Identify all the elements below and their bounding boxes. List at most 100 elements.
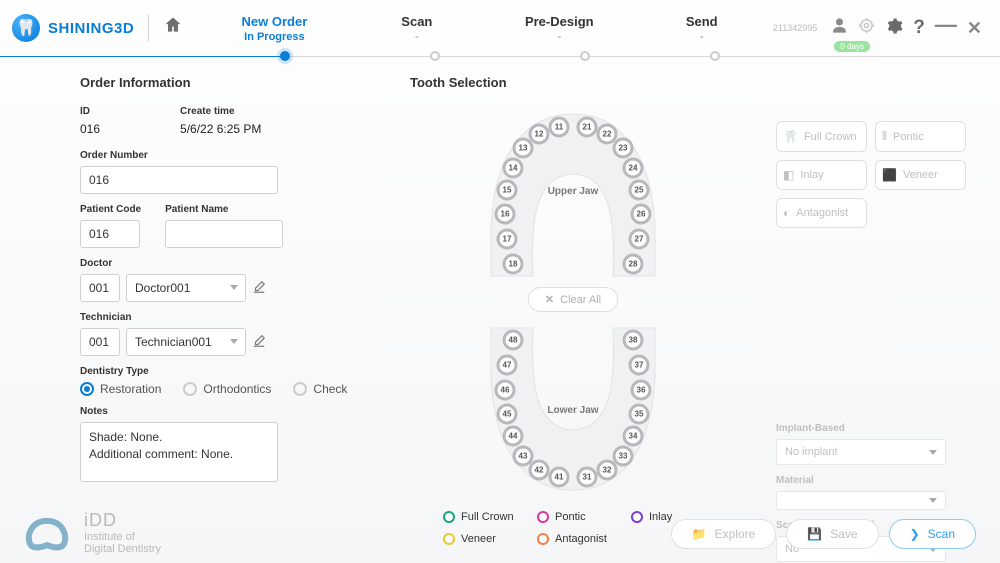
tech-code-input[interactable] bbox=[80, 328, 120, 356]
tooth-24[interactable]: 24 bbox=[624, 159, 642, 177]
tooth-23[interactable]: 23 bbox=[614, 139, 632, 157]
tooth-41[interactable]: 41 bbox=[550, 468, 568, 486]
tooth-14[interactable]: 14 bbox=[504, 159, 522, 177]
tooth-17[interactable]: 17 bbox=[498, 230, 516, 248]
home-icon[interactable] bbox=[163, 15, 183, 41]
step-predesign[interactable]: Pre-Design - bbox=[488, 14, 630, 43]
svg-text:38: 38 bbox=[629, 336, 638, 345]
tooth-31[interactable]: 31 bbox=[578, 468, 596, 486]
inlay-icon: ◧ bbox=[783, 168, 794, 182]
stepper: New Order In Progress Scan - Pre-Design … bbox=[203, 14, 773, 43]
svg-text:22: 22 bbox=[603, 130, 612, 139]
radio-restoration[interactable]: Restoration bbox=[80, 382, 161, 396]
tooth-48[interactable]: 48 bbox=[504, 331, 522, 349]
material-label: Material bbox=[776, 475, 976, 486]
step-send[interactable]: Send - bbox=[631, 14, 773, 43]
step-scan[interactable]: Scan - bbox=[346, 14, 488, 43]
implant-select[interactable]: No implant bbox=[776, 439, 946, 465]
patient-code-input[interactable] bbox=[80, 220, 140, 248]
tooth-47[interactable]: 47 bbox=[498, 356, 516, 374]
tooth-22[interactable]: 22 bbox=[598, 125, 616, 143]
svg-text:44: 44 bbox=[509, 432, 518, 441]
tooth-46[interactable]: 46 bbox=[496, 381, 514, 399]
id-value: 016 bbox=[80, 122, 100, 136]
veneer-button[interactable]: ⬛Veneer bbox=[875, 160, 966, 190]
edit-doctor-icon[interactable] bbox=[252, 280, 266, 297]
antagonist-button[interactable]: ◐Antagonist bbox=[776, 198, 867, 228]
tech-name-select[interactable] bbox=[126, 328, 246, 356]
full-crown-button[interactable]: 🦷Full Crown bbox=[776, 121, 867, 152]
tooth-25[interactable]: 25 bbox=[630, 181, 648, 199]
doctor-code-input[interactable] bbox=[80, 274, 120, 302]
tooth-13[interactable]: 13 bbox=[514, 139, 532, 157]
tooth-33[interactable]: 33 bbox=[614, 447, 632, 465]
patient-name-input[interactable] bbox=[165, 220, 283, 248]
tooth-43[interactable]: 43 bbox=[514, 447, 532, 465]
svg-text:33: 33 bbox=[619, 452, 628, 461]
tooth-18[interactable]: 18 bbox=[504, 255, 522, 273]
step-new-order[interactable]: New Order In Progress bbox=[203, 14, 345, 43]
tooth-36[interactable]: 36 bbox=[632, 381, 650, 399]
tooth-34[interactable]: 34 bbox=[624, 427, 642, 445]
help-icon[interactable]: ? bbox=[913, 17, 925, 39]
svg-text:25: 25 bbox=[635, 186, 644, 195]
order-num-input[interactable] bbox=[80, 166, 278, 194]
folder-icon: 📁 bbox=[692, 527, 707, 541]
close-icon[interactable]: ✕ bbox=[967, 18, 982, 39]
svg-text:16: 16 bbox=[501, 210, 510, 219]
svg-text:32: 32 bbox=[603, 466, 612, 475]
tooth-26[interactable]: 26 bbox=[632, 205, 650, 223]
tooth-32[interactable]: 32 bbox=[598, 461, 616, 479]
logo: 🦷 SHINING3D bbox=[12, 14, 134, 42]
tooth-28[interactable]: 28 bbox=[624, 255, 642, 273]
save-icon: 💾 bbox=[807, 527, 822, 541]
veneer-icon: ⬛ bbox=[882, 168, 897, 182]
tooth-27[interactable]: 27 bbox=[630, 230, 648, 248]
svg-text:11: 11 bbox=[555, 123, 564, 132]
inlay-button[interactable]: ◧Inlay bbox=[776, 160, 867, 190]
footer-buttons: 📁Explore 💾Save ❯Scan bbox=[671, 519, 976, 549]
divider bbox=[148, 15, 149, 41]
chevron-right-icon: ❯ bbox=[910, 527, 920, 541]
svg-text:35: 35 bbox=[635, 410, 644, 419]
scan-button[interactable]: ❯Scan bbox=[889, 519, 976, 549]
material-select[interactable] bbox=[776, 491, 946, 510]
svg-text:48: 48 bbox=[509, 336, 518, 345]
legend-pontic: Pontic bbox=[537, 511, 613, 523]
tooth-12[interactable]: 12 bbox=[530, 125, 548, 143]
explore-button[interactable]: 📁Explore bbox=[671, 519, 777, 549]
radio-orthodontics[interactable]: Orthodontics bbox=[183, 382, 271, 396]
svg-text:14: 14 bbox=[509, 164, 518, 173]
clear-all-button[interactable]: ✕ Clear All bbox=[528, 287, 618, 312]
radio-check[interactable]: Check bbox=[293, 382, 347, 396]
tooth-15[interactable]: 15 bbox=[498, 181, 516, 199]
svg-text:17: 17 bbox=[503, 235, 512, 244]
svg-text:37: 37 bbox=[635, 361, 644, 370]
gear-icon[interactable] bbox=[885, 17, 903, 40]
options-panel: 🦷Full Crown ⫴Pontic ◧Inlay ⬛Veneer ◐Anta… bbox=[776, 75, 976, 562]
tooth-42[interactable]: 42 bbox=[530, 461, 548, 479]
svg-text:Upper Jaw: Upper Jaw bbox=[548, 186, 599, 197]
legend-full-crown: Full Crown bbox=[443, 511, 519, 523]
doctor-name-select[interactable] bbox=[126, 274, 246, 302]
svg-text:41: 41 bbox=[555, 473, 564, 482]
dentistry-type-label: Dentistry Type bbox=[80, 366, 370, 377]
pontic-button[interactable]: ⫴Pontic bbox=[875, 121, 966, 152]
tooth-35[interactable]: 35 bbox=[630, 405, 648, 423]
clear-icon: ✕ bbox=[545, 293, 554, 306]
order-num-label: Order Number bbox=[80, 150, 370, 161]
save-button[interactable]: 💾Save bbox=[786, 519, 878, 549]
tooth-38[interactable]: 38 bbox=[624, 331, 642, 349]
tooth-11[interactable]: 11 bbox=[550, 118, 568, 136]
minimize-icon[interactable]: — bbox=[935, 12, 957, 38]
tooth-21[interactable]: 21 bbox=[578, 118, 596, 136]
step-sub: In Progress bbox=[203, 31, 345, 43]
notes-label: Notes bbox=[80, 406, 370, 417]
tooth-16[interactable]: 16 bbox=[496, 205, 514, 223]
tooth-45[interactable]: 45 bbox=[498, 405, 516, 423]
tooth-37[interactable]: 37 bbox=[630, 356, 648, 374]
edit-technician-icon[interactable] bbox=[252, 334, 266, 351]
svg-text:27: 27 bbox=[635, 235, 644, 244]
notes-textarea[interactable] bbox=[80, 422, 278, 482]
tooth-44[interactable]: 44 bbox=[504, 427, 522, 445]
